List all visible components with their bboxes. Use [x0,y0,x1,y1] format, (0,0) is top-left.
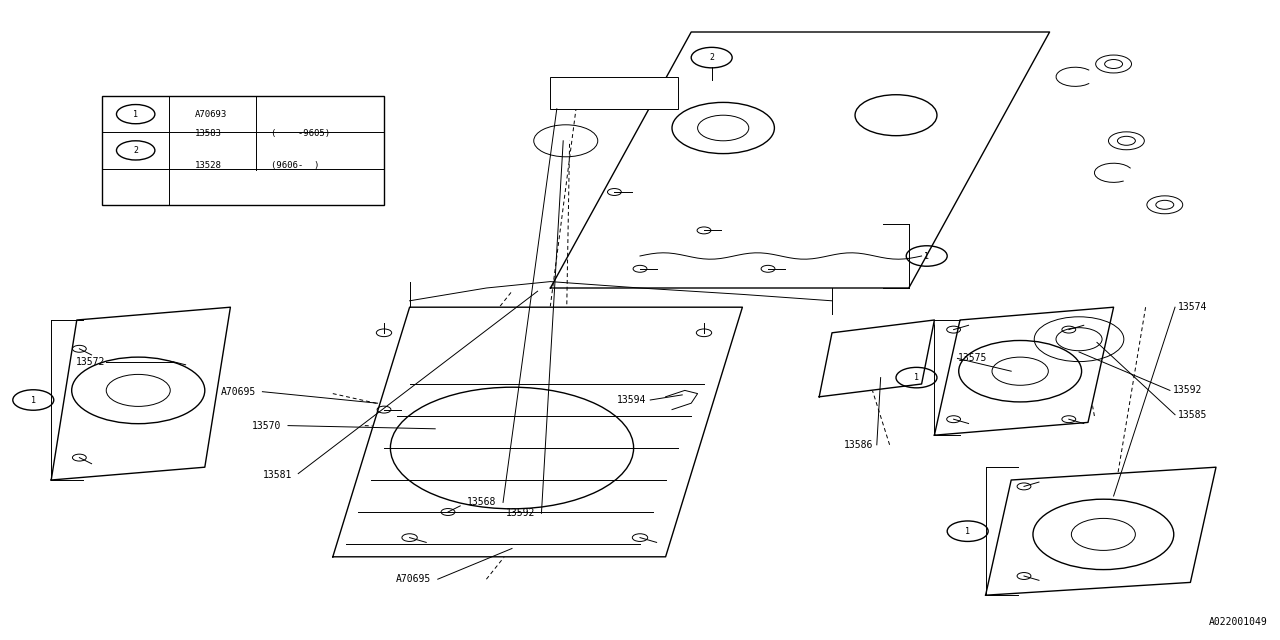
Text: 2: 2 [133,146,138,155]
Text: 13585: 13585 [1178,410,1207,420]
Text: A022001049: A022001049 [1208,617,1267,627]
Text: 13594: 13594 [617,395,646,405]
Text: 13568: 13568 [467,497,497,508]
Text: 13572: 13572 [76,356,105,367]
Polygon shape [333,307,742,557]
Text: 1: 1 [914,373,919,382]
Text: (9606-  ): (9606- ) [271,161,320,170]
Polygon shape [934,307,1114,435]
Text: 13592: 13592 [506,508,535,518]
Text: 1: 1 [965,527,970,536]
Text: 13586: 13586 [844,440,873,450]
Text: 2: 2 [709,53,714,62]
Text: 1: 1 [31,396,36,404]
Text: 13583: 13583 [195,129,221,138]
Text: 13592: 13592 [1172,385,1202,396]
Text: 13575: 13575 [957,353,987,364]
Text: A70695: A70695 [220,387,256,397]
Text: 13581: 13581 [262,470,292,480]
Polygon shape [51,307,230,480]
Text: 1: 1 [133,109,138,118]
Bar [550,77,678,109]
Polygon shape [550,32,1050,288]
Bar [102,96,384,205]
Polygon shape [986,467,1216,595]
Text: 1: 1 [924,252,929,260]
Text: 13574: 13574 [1178,302,1207,312]
Text: 13570: 13570 [252,420,282,431]
Text: (    -9605): ( -9605) [271,129,330,138]
Text: 13528: 13528 [195,161,221,170]
Polygon shape [819,320,934,397]
Text: A70693: A70693 [195,109,227,118]
Text: A70695: A70695 [396,574,431,584]
